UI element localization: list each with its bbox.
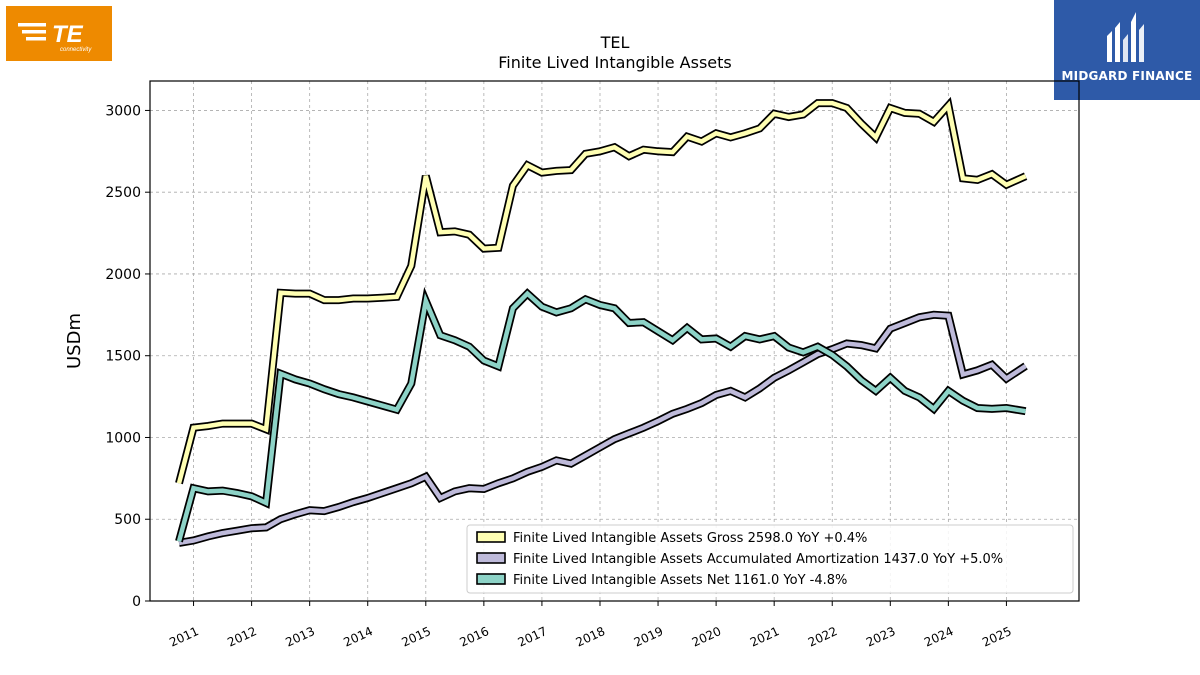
x-tick-label: 2019 bbox=[632, 624, 666, 650]
y-tick-label: 3000 bbox=[105, 103, 141, 119]
y-tick-label: 1000 bbox=[105, 430, 141, 446]
y-tick-label: 0 bbox=[132, 594, 141, 610]
legend-label-0: Finite Lived Intangible Assets Gross 259… bbox=[513, 531, 867, 546]
y-tick-label: 500 bbox=[114, 512, 141, 528]
plot-frame bbox=[149, 80, 1080, 602]
y-tick-label: 2000 bbox=[105, 267, 141, 283]
chart-title: TEL bbox=[600, 33, 630, 52]
x-tick-label: 2018 bbox=[574, 624, 608, 650]
x-tick-label: 2024 bbox=[922, 624, 956, 650]
x-tick-label: 2017 bbox=[516, 624, 550, 650]
te-connectivity-logo: TE connectivity bbox=[6, 6, 112, 61]
midgard-finance-logo: MIDGARD FINANCE bbox=[1054, 0, 1200, 100]
x-tick-label: 2020 bbox=[690, 624, 724, 650]
x-tick-label: 2013 bbox=[283, 624, 317, 650]
midgard-logo-text: MIDGARD FINANCE bbox=[1061, 69, 1193, 83]
y-axis-label: USDm bbox=[64, 313, 85, 369]
te-logo-text: TE bbox=[52, 21, 84, 48]
x-tick-label: 2016 bbox=[458, 624, 492, 650]
x-tick-label: 2021 bbox=[748, 624, 782, 650]
legend-swatch-0 bbox=[476, 531, 506, 543]
legend-swatch-2 bbox=[476, 573, 506, 585]
legend-label-1: Finite Lived Intangible Assets Accumulat… bbox=[513, 552, 1003, 567]
grid bbox=[150, 81, 1079, 601]
midgard-logo-mark bbox=[1107, 12, 1144, 62]
x-tick-label: 2014 bbox=[341, 624, 375, 650]
series-line-0 bbox=[176, 100, 1027, 484]
legend-box bbox=[466, 524, 1074, 594]
legend: Finite Lived Intangible Assets Gross 259… bbox=[466, 524, 1074, 594]
series-line-2 bbox=[176, 290, 1026, 542]
legend-swatch-1 bbox=[476, 552, 506, 564]
x-tick-label: 2023 bbox=[864, 624, 898, 650]
x-tick-label: 2015 bbox=[399, 624, 433, 650]
x-axis: 2011 2012 2013 2014 2015 2016 2017 2018 2019 2020… bbox=[167, 601, 1014, 650]
te-logo-mark: TE connectivity bbox=[18, 21, 92, 53]
y-tick-label: 1500 bbox=[105, 349, 141, 365]
series-lines bbox=[175, 96, 1028, 547]
x-tick-label: 2025 bbox=[980, 624, 1014, 650]
y-axis: 0 500 1000 1500 2000 2500 3000 bbox=[105, 103, 150, 610]
x-tick-label: 2022 bbox=[806, 624, 840, 650]
series-outline-2 bbox=[175, 286, 1027, 543]
series-line-1 bbox=[178, 312, 1027, 546]
y-tick-label: 2500 bbox=[105, 185, 141, 201]
x-tick-label: 2011 bbox=[167, 624, 201, 650]
te-logo-subtext: connectivity bbox=[60, 47, 92, 53]
legend-label-2: Finite Lived Intangible Assets Net 1161.… bbox=[513, 573, 847, 588]
x-tick-label: 2012 bbox=[225, 624, 259, 650]
series-outline-1 bbox=[178, 310, 1028, 547]
chart-subtitle: Finite Lived Intangible Assets bbox=[498, 53, 731, 72]
